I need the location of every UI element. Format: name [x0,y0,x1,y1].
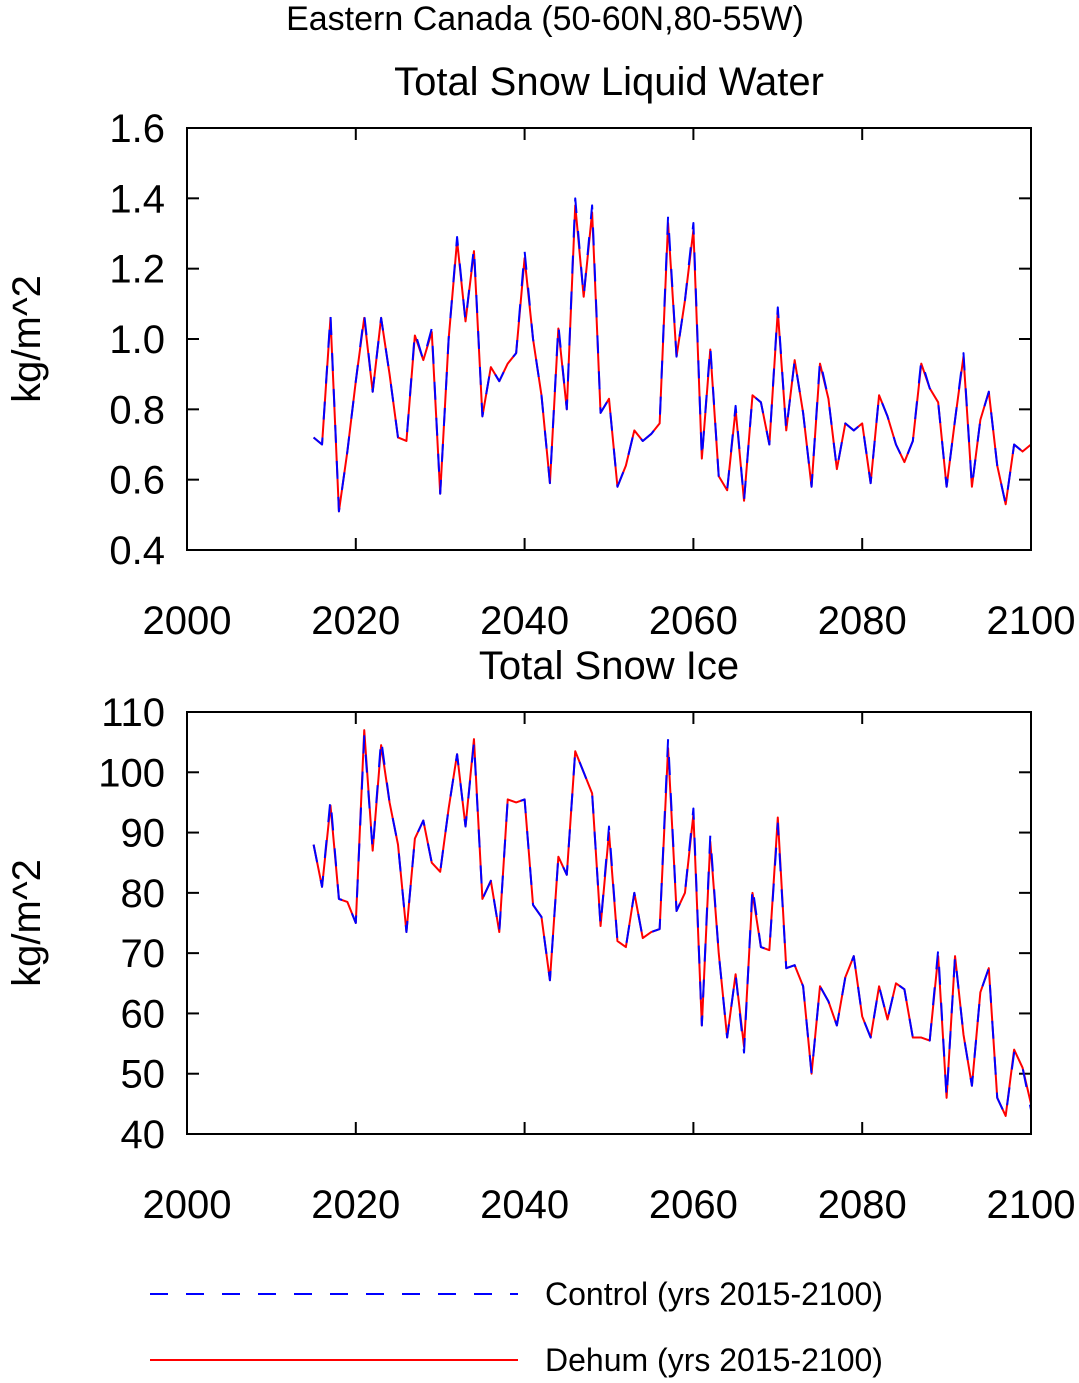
legend-label: Control (yrs 2015-2100) [545,1276,883,1312]
y-tick-label: 1.0 [109,318,165,362]
panel: Total Snow Liquid Water kg/m^2 0.4 0.6 0.8 1.… [5,60,1075,643]
y-tick-label: 50 [121,1053,166,1097]
x-tick-label: 2000 [143,599,232,643]
x-tick-label: 2100 [987,599,1076,643]
figure-title: Eastern Canada (50-60N,80-55W) [286,0,804,38]
x-tick-label: 2020 [311,599,400,643]
y-tick-label: 0.4 [109,529,165,573]
y-tick-label: 40 [121,1113,166,1157]
y-axis-label: kg/m^2 [5,275,49,403]
y-tick-label: 1.4 [109,177,165,221]
y-tick-label: 0.6 [109,459,165,503]
plot-frame [186,127,1032,551]
x-tick-label: 2060 [649,599,738,643]
x-tick-label: 2040 [480,1183,569,1227]
panel-title: Total Snow Liquid Water [394,60,824,104]
x-tick-label: 2060 [649,1183,738,1227]
legend: Control (yrs 2015-2100) Dehum (yrs 2015-2… [150,1276,883,1378]
y-axis-label: kg/m^2 [5,859,49,987]
y-tick-label: 60 [121,992,166,1036]
series-line [312,197,1032,513]
x-tick-label: 2040 [480,599,569,643]
plot-frame [186,711,1032,1135]
x-tick-label: 2100 [987,1183,1076,1227]
y-tick-label: 110 [101,691,165,735]
y-tick-label: 70 [121,932,166,976]
x-tick-label: 2080 [818,1183,907,1227]
series-line [312,729,1032,1117]
legend-label: Dehum (yrs 2015-2100) [545,1342,883,1378]
y-tick-label: 1.2 [109,248,165,292]
series-line [312,735,1032,1117]
y-tick-label: 1.6 [109,107,165,151]
y-tick-label: 90 [121,812,166,856]
series-line [312,204,1032,513]
y-tick-label: 100 [98,751,165,795]
x-tick-label: 2000 [143,1183,232,1227]
panel-title: Total Snow Ice [479,644,739,688]
y-tick-label: 0.8 [109,388,165,432]
x-tick-label: 2020 [311,1183,400,1227]
x-tick-label: 2080 [818,599,907,643]
panel: Total Snow Ice kg/m^2 40 50 60 70 80 90 100 110 20… [5,644,1075,1227]
y-tick-label: 80 [121,872,166,916]
